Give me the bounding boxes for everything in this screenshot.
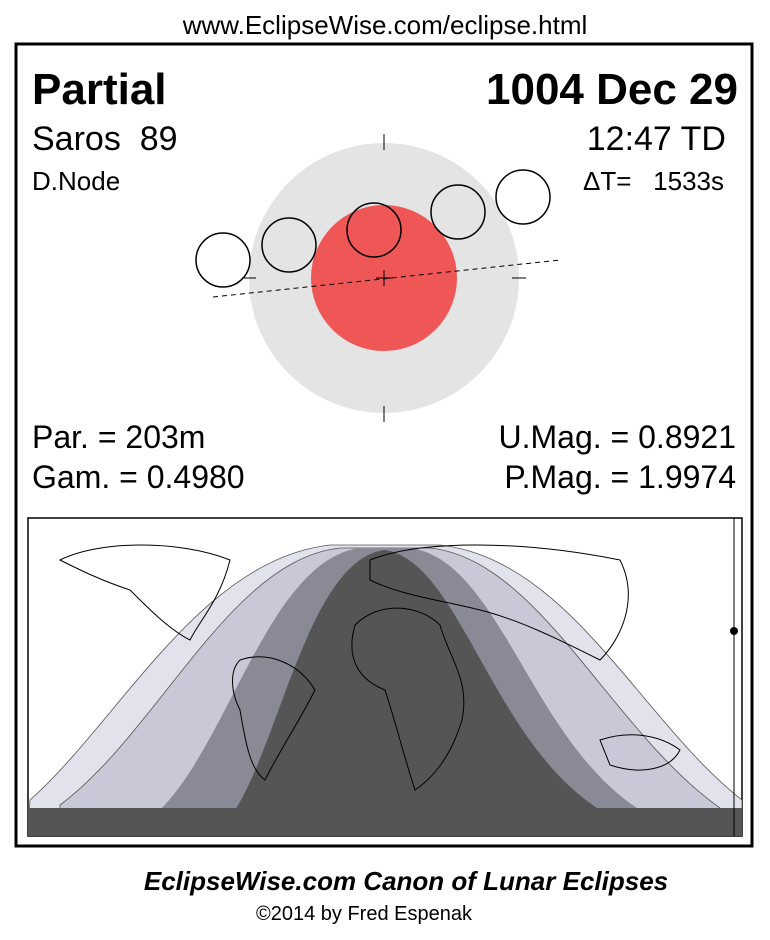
frame — [14, 42, 754, 848]
moon — [346, 202, 402, 258]
total-zone — [235, 550, 600, 810]
moon — [195, 232, 251, 288]
polar-zone — [28, 808, 742, 836]
moon-path — [212, 259, 561, 298]
moon-positions — [195, 169, 551, 288]
australia — [599, 734, 681, 771]
saros: Saros 89 — [32, 120, 178, 158]
moon — [430, 184, 486, 240]
umbral-magnitude: U.Mag. = 0.8921 — [499, 419, 736, 455]
north-america — [58, 544, 231, 641]
coastlines — [58, 544, 681, 791]
time: 12:47 TD — [587, 120, 726, 158]
moon — [495, 169, 551, 225]
eclipse-type: Partial — [32, 65, 167, 114]
delta-t: ΔT= 1533s — [583, 166, 724, 196]
copyright: ©2014 by Fred Espenak — [256, 903, 473, 925]
marker — [730, 627, 738, 635]
africa — [351, 607, 465, 791]
gamma: Gam. = 0.4980 — [32, 459, 245, 495]
eclipse-date: 1004 Dec 29 — [486, 65, 738, 114]
node: D.Node — [32, 166, 120, 196]
south-america — [232, 656, 316, 781]
penumbral-magnitude: P.Mag. = 1.9974 — [504, 459, 736, 495]
eurasia — [369, 544, 629, 661]
moon — [261, 217, 317, 273]
visibility-map — [27, 517, 743, 837]
footer-title: EclipseWise.com Canon of Lunar Eclipses — [144, 866, 668, 896]
url: www.EclipseWise.com/eclipse.html — [182, 10, 588, 40]
duration: Par. = 203m — [32, 419, 205, 455]
shadow-diagram — [195, 134, 561, 422]
